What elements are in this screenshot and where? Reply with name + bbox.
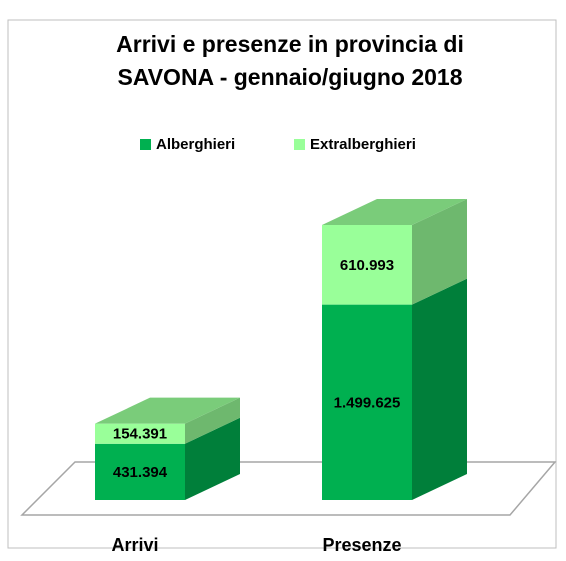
legend-label: Extralberghieri (310, 136, 416, 153)
x-tick-label: Presenze (322, 535, 401, 555)
value-label: 1.499.625 (334, 394, 401, 411)
legend-label: Alberghieri (156, 136, 235, 153)
bar (322, 225, 412, 305)
chart-title: SAVONA - gennaio/giugno 2018 (117, 64, 462, 90)
value-label: 610.993 (340, 257, 394, 274)
legend-swatch (140, 139, 151, 150)
bar (95, 443, 185, 500)
legend-swatch (294, 139, 305, 150)
bar-side (185, 397, 240, 444)
value-label: 431.394 (113, 464, 168, 481)
bar (95, 423, 185, 444)
bar-top (95, 397, 240, 424)
value-label: 154.391 (113, 426, 167, 443)
bar (322, 304, 412, 500)
bar-top (322, 199, 467, 225)
chart-title: Arrivi e presenze in provincia di (116, 31, 464, 57)
bar-side (412, 278, 467, 500)
bar-side (412, 199, 467, 305)
x-tick-label: Arrivi (111, 535, 158, 555)
bar-side (185, 417, 240, 500)
